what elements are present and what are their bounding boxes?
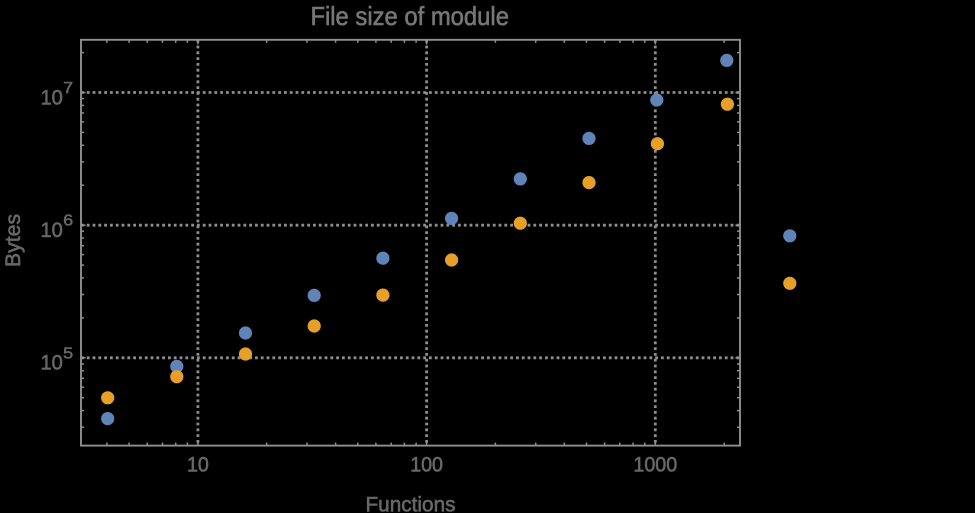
svg-text:7: 7 (63, 80, 73, 97)
svg-text:5: 5 (63, 345, 73, 362)
svg-text:100: 100 (410, 453, 443, 477)
svg-text:10: 10 (41, 85, 63, 109)
svg-text:Functions: Functions (366, 493, 456, 513)
svg-text:Bytes: Bytes (1, 214, 25, 267)
svg-text:1000: 1000 (633, 453, 677, 477)
svg-text:File size of module: File size of module (310, 1, 509, 31)
svg-text:6: 6 (63, 213, 73, 230)
svg-text:10: 10 (187, 453, 209, 477)
svg-text:10: 10 (41, 218, 63, 242)
svg-text:10: 10 (41, 351, 63, 375)
